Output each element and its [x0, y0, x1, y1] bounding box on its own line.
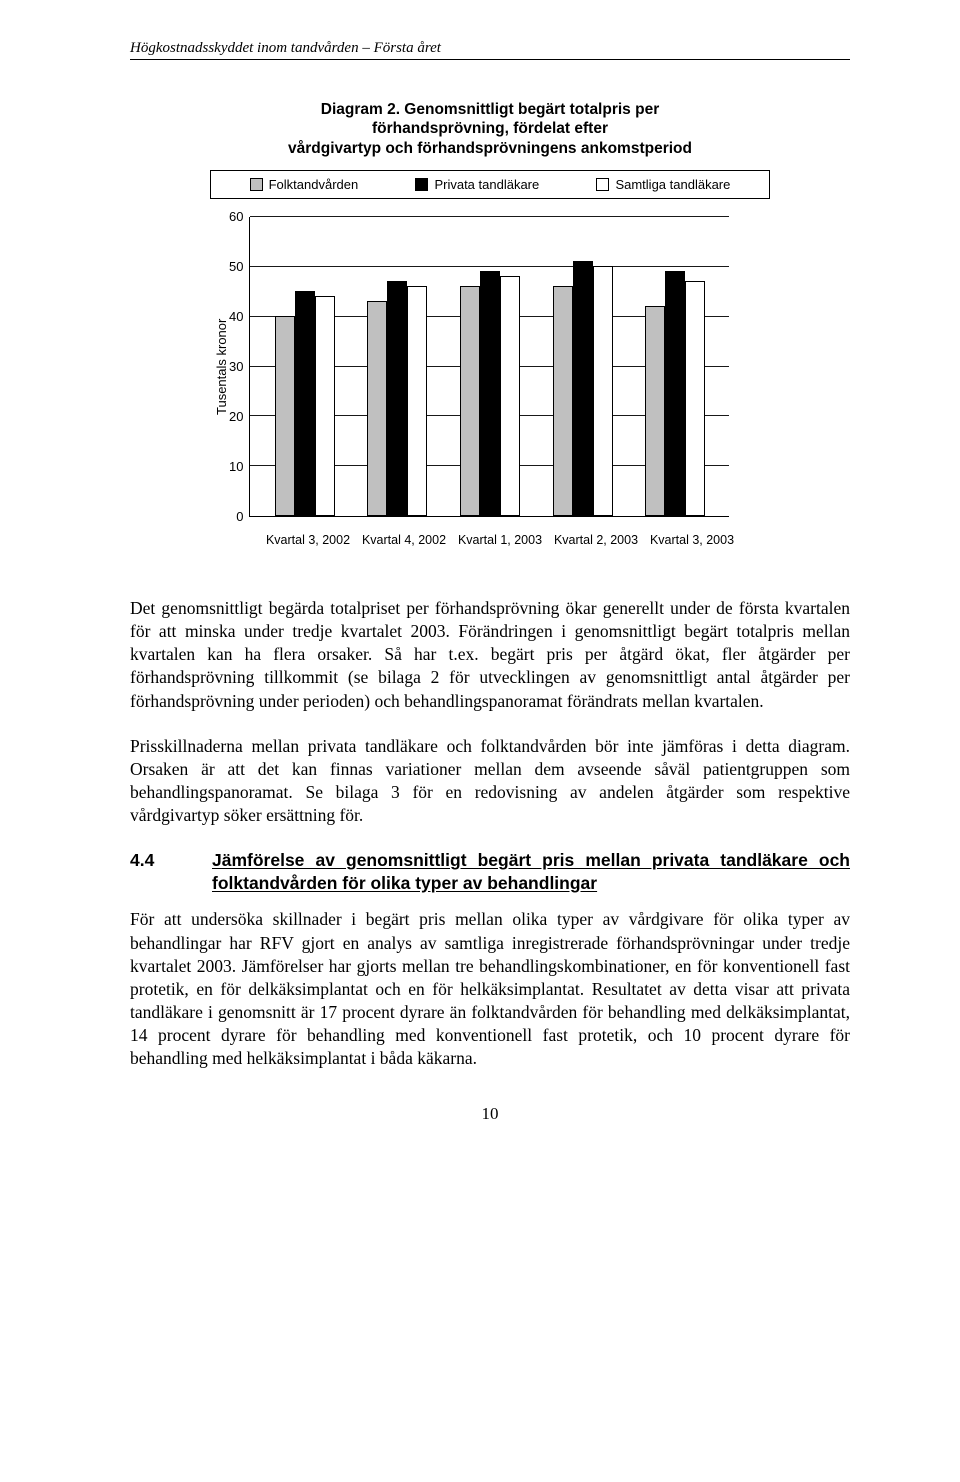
chart-bar: [500, 276, 520, 516]
bar-group: [367, 281, 427, 516]
legend-item-folktandvarden: Folktandvården: [250, 177, 359, 192]
chart-plot-area: [249, 217, 729, 517]
chart-yaxis: 60 50 40 30 20 10 0: [229, 217, 249, 517]
chart-bar: [573, 261, 593, 516]
chart-bar-groups: [250, 217, 729, 516]
chart-bar: [460, 286, 480, 516]
chart: Tusentals kronor 60 50 40 30 20 10 0: [210, 217, 850, 517]
paragraph: Prisskillnaderna mellan privata tandläka…: [130, 735, 850, 827]
chart-bar: [553, 286, 573, 516]
header-divider: [130, 59, 850, 60]
chart-title-line2: förhandsprövning, fördelat efter: [372, 120, 608, 137]
running-header: Högkostnadsskyddet inom tandvården – För…: [130, 40, 850, 57]
chart-title-line1: Diagram 2. Genomsnittligt begärt totalpr…: [321, 101, 659, 118]
bar-group: [275, 291, 335, 516]
chart-bar: [593, 266, 613, 516]
xtick: Kvartal 3, 2003: [650, 533, 734, 547]
legend-swatch: [250, 178, 263, 191]
chart-bar: [480, 271, 500, 516]
legend-swatch: [596, 178, 609, 191]
chart-bar: [275, 316, 295, 516]
legend-label: Samtliga tandläkare: [615, 177, 730, 192]
chart-bar: [645, 306, 665, 516]
legend-item-samtliga: Samtliga tandläkare: [596, 177, 730, 192]
bar-group: [645, 271, 705, 516]
chart-title-line3: vårdgivartyp och förhandsprövningens ank…: [288, 140, 692, 157]
chart-bar: [295, 291, 315, 516]
page-number: 10: [130, 1104, 850, 1124]
xtick: Kvartal 1, 2003: [458, 533, 542, 547]
paragraph: För att undersöka skillnader i begärt pr…: [130, 908, 850, 1070]
chart-title: Diagram 2. Genomsnittligt begärt totalpr…: [230, 100, 750, 158]
body-text: Det genomsnittligt begärda totalpriset p…: [130, 597, 850, 1070]
chart-xaxis: Kvartal 3, 2002 Kvartal 4, 2002 Kvartal …: [260, 527, 740, 547]
section-title: Jämförelse av genomsnittligt begärt pris…: [212, 849, 850, 895]
bar-group: [460, 271, 520, 516]
chart-bar: [315, 296, 335, 516]
section-number: 4.4: [130, 849, 182, 895]
chart-bar: [407, 286, 427, 516]
chart-ylabel: Tusentals kronor: [210, 217, 229, 517]
xtick: Kvartal 3, 2002: [266, 533, 350, 547]
xtick: Kvartal 2, 2003: [554, 533, 638, 547]
legend-label: Privata tandläkare: [434, 177, 539, 192]
xtick: Kvartal 4, 2002: [362, 533, 446, 547]
section-heading: 4.4 Jämförelse av genomsnittligt begärt …: [130, 849, 850, 895]
chart-bar: [685, 281, 705, 516]
paragraph: Det genomsnittligt begärda totalpriset p…: [130, 597, 850, 712]
chart-legend: Folktandvården Privata tandläkare Samtli…: [210, 170, 770, 199]
page: Högkostnadsskyddet inom tandvården – För…: [0, 0, 960, 1174]
legend-swatch: [415, 178, 428, 191]
legend-label: Folktandvården: [269, 177, 359, 192]
legend-item-privata: Privata tandläkare: [415, 177, 539, 192]
chart-bar: [387, 281, 407, 516]
chart-bar: [665, 271, 685, 516]
bar-group: [553, 261, 613, 516]
chart-bar: [367, 301, 387, 516]
